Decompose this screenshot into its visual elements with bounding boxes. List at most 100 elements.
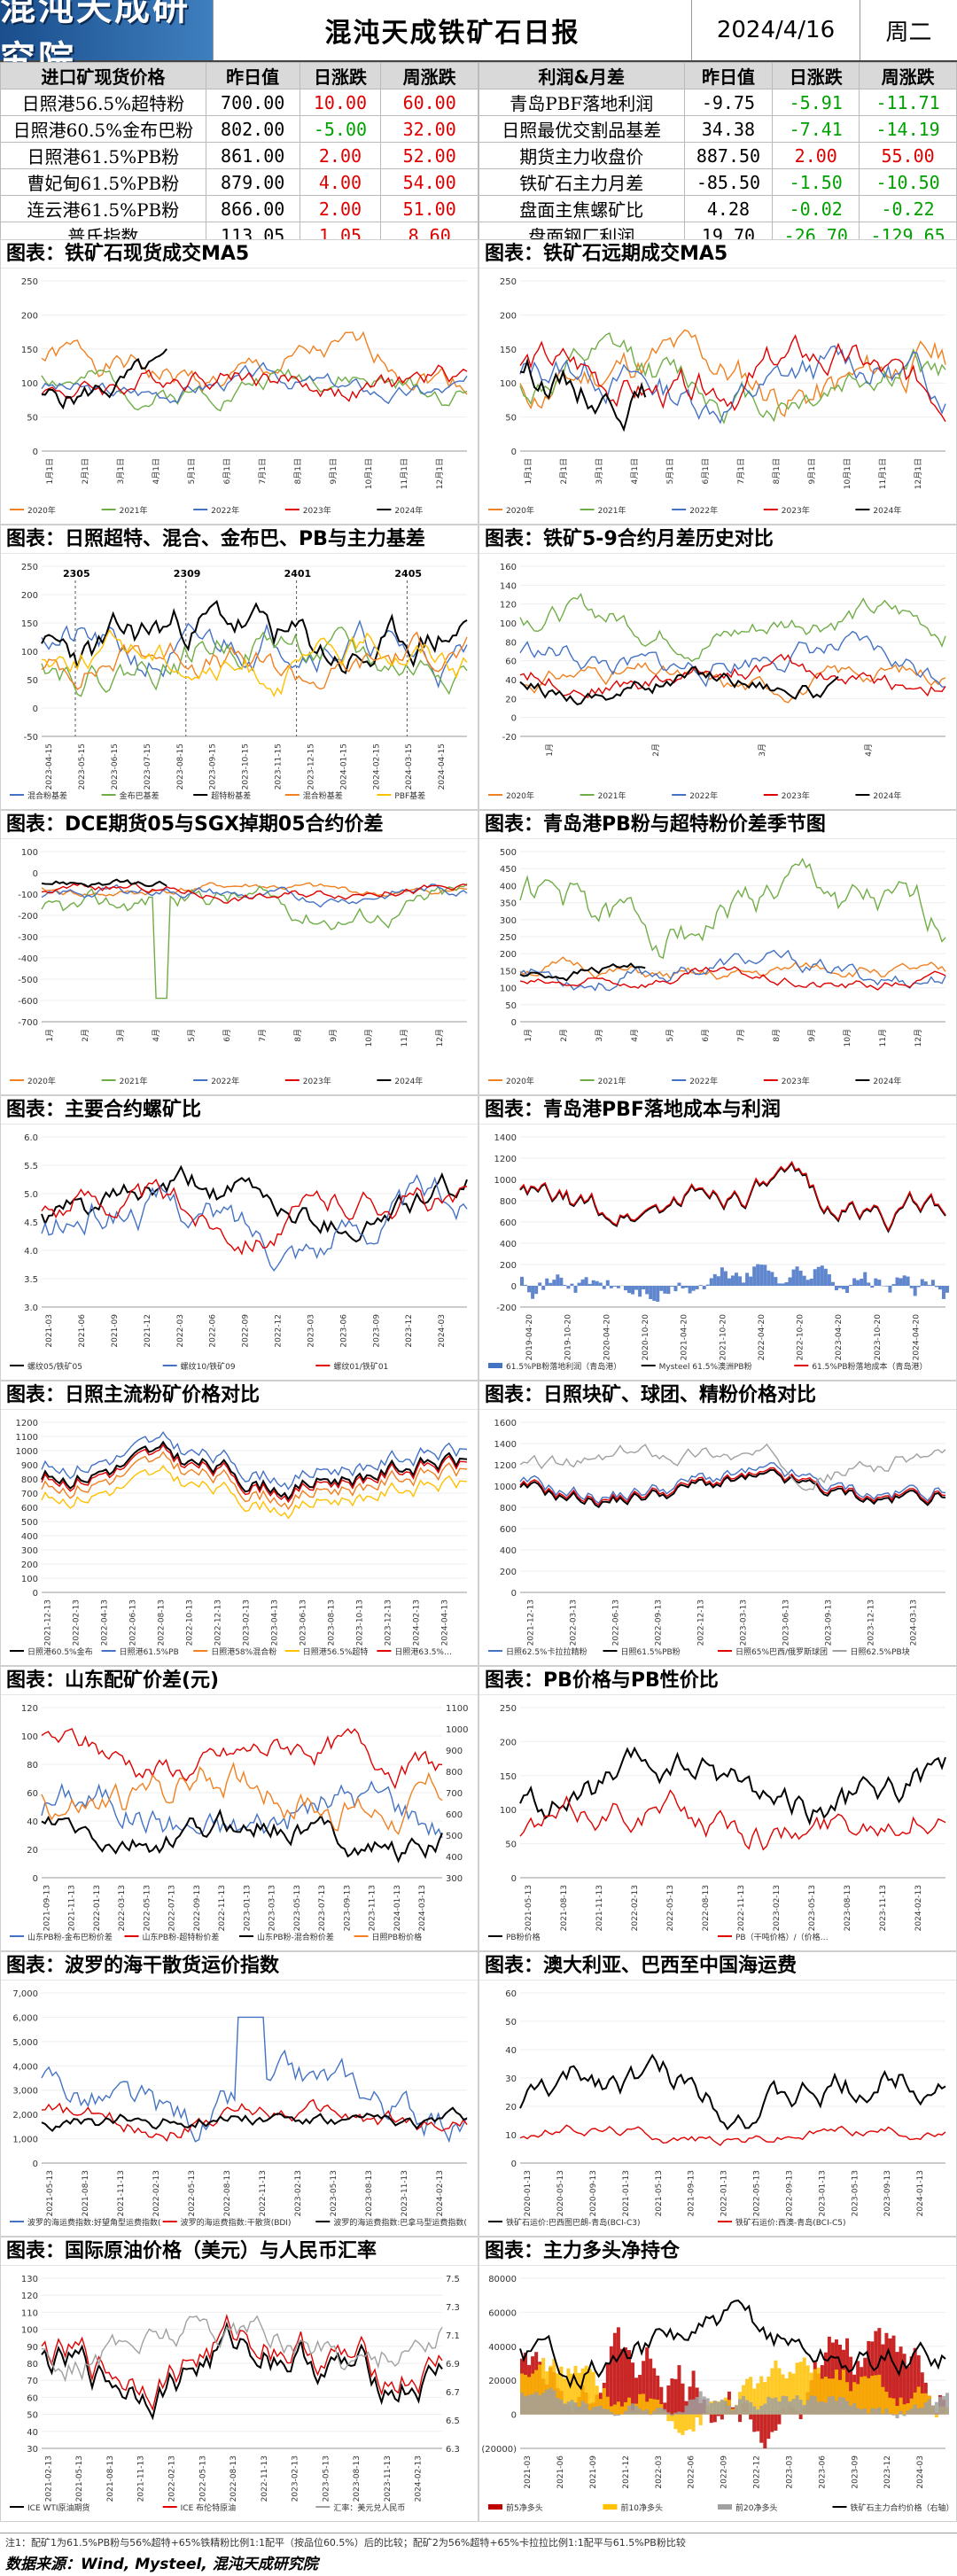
y-tick-label: 5.0: [24, 1190, 38, 1200]
area-bar: [673, 2414, 678, 2430]
area-bar: [899, 2397, 903, 2415]
y-tick-label: -600: [18, 997, 38, 1007]
area-bar: [709, 2402, 713, 2415]
x-tick-label: 7月1日: [258, 458, 268, 484]
cell-daily: -5.00: [299, 115, 382, 143]
area-bar: [577, 1282, 581, 1286]
x-tick-label: 2022-12-13: [214, 1599, 223, 1646]
y-tick-label: 250: [500, 277, 517, 287]
series-line: [41, 883, 468, 1000]
x-tick-label: 2021-11-13: [137, 2455, 146, 2502]
area-bar: [745, 2378, 750, 2415]
chart-panel: 图表：日照超特、混合、金布巴、PB与主力基差 -50 0 50 100 150 200 250…: [0, 525, 478, 810]
area-bar: [781, 2395, 785, 2415]
y-tick-label: 600: [500, 1218, 517, 1228]
area-bar: [642, 2410, 646, 2415]
x-tick-label: 2023-04-20: [835, 1314, 844, 1361]
y-tick-label: 50: [505, 1001, 517, 1011]
area-bar: [902, 2354, 906, 2415]
y-tick-label: -100: [18, 891, 38, 900]
series-line: [519, 592, 946, 663]
x-tick-label: 2021-04-20: [681, 1314, 689, 1361]
table-header: 周涨跌: [380, 62, 478, 89]
area-bar: [702, 1286, 706, 1289]
area-bar: [609, 2406, 613, 2415]
y2-tick-label: 7.1: [446, 2331, 460, 2341]
area-bar: [520, 1276, 524, 1286]
series-line: [41, 1761, 443, 1836]
y-tick-label: 1400: [494, 1440, 517, 1450]
area-bar: [930, 2405, 935, 2415]
legend-label: 2020年: [506, 1076, 534, 1086]
x-tick-label: 2022-05-13: [198, 2455, 207, 2502]
y-tick-label: 0: [33, 1589, 38, 1599]
x-tick-label: 2022-09: [242, 1314, 251, 1348]
x-tick-label: 2023-09-13: [824, 1599, 833, 1646]
x-tick-label: 2024-02-13: [413, 1599, 422, 1646]
cell-value: 34.38: [683, 115, 774, 143]
x-tick-label: 2023-03-13: [268, 1885, 277, 1931]
y-tick-label: 400: [21, 1532, 38, 1542]
area-bar: [920, 2393, 924, 2415]
area-bar: [538, 2364, 542, 2415]
cell-weekly: -0.22: [859, 195, 957, 222]
chart-title: 图表：铁矿石远期成交MA5: [479, 240, 956, 268]
area-bar: [720, 2414, 724, 2420]
y-tick-label: 200: [500, 1738, 517, 1747]
x-tick-label: 2022-09: [720, 2455, 729, 2489]
x-tick-label: 2023-12-13: [385, 1599, 393, 1646]
area-bar: [520, 2393, 524, 2415]
legend-label: 波罗的海运费指数:干散货(BDI): [181, 2217, 292, 2228]
x-tick-label: 11月1日: [400, 458, 409, 489]
x-tick-label: 2024-03-13: [418, 1885, 427, 1931]
area-bar: [691, 1286, 696, 1291]
area-bar: [934, 1286, 938, 1288]
x-tick-label: 2024-02-13: [914, 1885, 923, 1931]
x-tick-label: 3月1日: [116, 458, 126, 484]
area-bar: [884, 2392, 889, 2415]
area-bar: [874, 2331, 878, 2415]
x-tick-label: 2023-12: [883, 2455, 892, 2489]
area-bar: [837, 2396, 842, 2415]
x-tick-label: 9月: [329, 1029, 338, 1042]
area-bar: [860, 2409, 864, 2415]
area-bar: [916, 2386, 921, 2415]
x-tick-label: 2023-05-13: [322, 2455, 331, 2502]
area-bar: [549, 1282, 553, 1286]
area-bar: [827, 2396, 831, 2415]
series-line: [41, 2106, 468, 2133]
x-tick-label: 4月: [152, 1029, 161, 1042]
y-tick-label: 0: [33, 869, 38, 879]
chart-title: 图表：铁矿石现货成交MA5: [1, 240, 478, 268]
table-header: 进口矿现货价格: [0, 62, 206, 89]
series-line: [519, 653, 946, 698]
y-tick-label: 0: [511, 1874, 517, 1884]
chart-svg: -50 0 50 100 150 200 250 2023-04-15 2023-05-15 20…: [10, 563, 468, 801]
table-row: 日照港56.5%超特粉 700.00 10.00 60.00: [0, 89, 478, 116]
y2-tick-label: 600: [446, 1810, 463, 1820]
area-bar: [716, 2414, 720, 2416]
y-tick-label: -20: [502, 733, 517, 743]
series-line: [519, 1467, 946, 1506]
area-bar: [742, 1282, 746, 1286]
y-tick-label: -400: [18, 954, 38, 964]
area-bar: [631, 1286, 635, 1295]
y-tick-label: 60: [505, 1989, 517, 1999]
report-weekday: 周二: [860, 0, 957, 60]
x-tick-label: 2023-06-13: [300, 1599, 308, 1646]
series-line: [519, 345, 946, 424]
series-line: [41, 1440, 468, 1501]
area-bar: [813, 2396, 817, 2415]
x-tick-label: 12月1日: [435, 458, 445, 489]
area-bar: [798, 2400, 803, 2415]
area-bar: [902, 2404, 906, 2415]
area-bar: [870, 2408, 875, 2415]
x-tick-label: 2021-02-13: [44, 2455, 53, 2502]
x-tick-label: 2023-10-13: [356, 1599, 365, 1646]
area-bar: [877, 1280, 882, 1286]
x-tick-label: 2022-09-13: [193, 1885, 202, 1931]
x-tick-label: 2021-05-13: [655, 2170, 664, 2216]
legend-label: 日照港61.5%PB: [120, 1646, 179, 1657]
area-bar: [634, 2405, 639, 2415]
area-bar: [934, 2401, 938, 2415]
